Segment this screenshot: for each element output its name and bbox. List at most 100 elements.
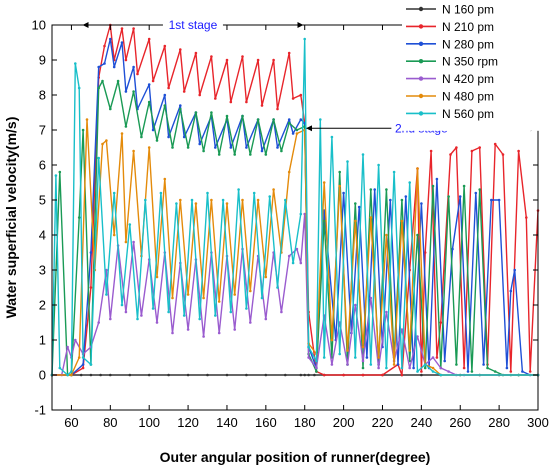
data-point-3 — [431, 184, 435, 188]
data-point-1 — [132, 27, 135, 30]
data-point-3 — [369, 188, 373, 191]
data-point-3 — [295, 128, 299, 132]
x-tick-label: 100 — [138, 415, 160, 430]
data-point-1 — [179, 48, 182, 51]
data-point-1 — [455, 146, 458, 149]
data-point-2 — [287, 118, 291, 121]
data-point-0 — [313, 373, 316, 377]
data-point-1 — [517, 149, 520, 153]
data-point-2 — [245, 146, 248, 149]
data-point-3 — [470, 370, 474, 373]
data-point-0 — [284, 373, 287, 377]
data-point-2 — [474, 191, 478, 195]
data-point-3 — [179, 107, 182, 111]
data-point-6 — [58, 366, 62, 370]
data-point-3 — [225, 114, 229, 118]
data-point-3 — [155, 139, 159, 142]
data-point-3 — [338, 170, 342, 174]
data-point-0 — [303, 373, 307, 377]
series-line-1 — [52, 24, 539, 376]
data-point-4 — [109, 317, 112, 321]
data-point-6 — [229, 310, 233, 314]
data-point-3 — [202, 149, 205, 153]
data-point-0 — [264, 373, 268, 377]
data-point-3 — [400, 198, 404, 202]
data-point-6 — [77, 86, 81, 90]
data-point-2 — [109, 37, 112, 41]
data-point-0 — [99, 373, 102, 377]
data-point-0 — [89, 373, 93, 377]
data-point-6 — [276, 286, 279, 289]
data-point-3 — [186, 146, 190, 149]
data-point-6 — [112, 191, 116, 195]
data-point-6 — [268, 195, 272, 198]
data-point-6 — [54, 174, 58, 177]
data-point-2 — [299, 118, 303, 121]
data-point-1 — [322, 373, 326, 377]
data-point-1 — [120, 27, 124, 30]
data-point-5 — [241, 198, 244, 202]
data-point-1 — [493, 142, 497, 146]
data-point-4 — [346, 363, 349, 366]
x-tick-label: 60 — [64, 415, 78, 430]
data-point-2 — [120, 41, 124, 44]
data-point-6 — [416, 370, 419, 373]
data-point-2 — [505, 366, 509, 370]
data-point-3 — [462, 184, 466, 188]
data-point-4 — [295, 247, 299, 251]
x-tick-label: 200 — [333, 415, 355, 430]
data-point-5 — [77, 356, 81, 359]
data-point-6 — [354, 356, 357, 359]
data-point-4 — [249, 321, 252, 324]
data-point-6 — [369, 363, 373, 366]
data-point-2 — [466, 370, 470, 373]
data-point-6 — [198, 317, 201, 321]
data-point-1 — [435, 356, 439, 359]
data-point-0 — [307, 373, 310, 377]
data-point-5 — [249, 289, 252, 293]
data-point-3 — [77, 216, 81, 219]
data-point-3 — [280, 149, 283, 153]
x-tick-label: 260 — [449, 415, 471, 430]
data-point-4 — [140, 314, 143, 317]
data-point-1 — [342, 373, 345, 377]
data-point-5 — [155, 275, 159, 279]
data-point-5 — [217, 300, 221, 303]
data-point-2 — [229, 146, 233, 149]
legend-marker — [418, 59, 424, 64]
data-point-5 — [186, 293, 190, 296]
data-point-5 — [295, 132, 299, 135]
series-line-4 — [52, 213, 538, 376]
data-point-5 — [179, 198, 182, 202]
data-point-3 — [140, 135, 143, 139]
data-point-6 — [322, 356, 326, 359]
data-point-3 — [493, 370, 497, 373]
data-point-6 — [120, 303, 124, 307]
data-point-4 — [408, 366, 412, 370]
data-point-3 — [385, 188, 388, 191]
data-point-3 — [81, 128, 85, 132]
data-point-3 — [132, 90, 135, 93]
data-point-6 — [307, 345, 310, 349]
y-tick-label: -1 — [34, 403, 46, 418]
data-point-1 — [299, 93, 303, 97]
series-line-3 — [51, 80, 538, 376]
data-point-2 — [373, 188, 377, 191]
data-point-2 — [458, 195, 462, 198]
data-point-4 — [369, 296, 373, 300]
data-point-3 — [233, 153, 236, 156]
data-point-6 — [299, 212, 303, 216]
data-point-4 — [315, 366, 318, 370]
data-point-2 — [451, 247, 454, 251]
data-point-5 — [163, 177, 167, 181]
data-point-3 — [241, 114, 244, 118]
data-point-5 — [194, 202, 198, 205]
legend-label: N 480 pm — [442, 90, 494, 104]
stage-label-1: 1st stage — [169, 18, 218, 32]
data-point-4 — [155, 321, 159, 324]
legend-label: N 160 pm — [442, 3, 494, 17]
data-point-5 — [416, 167, 419, 170]
data-point-6 — [431, 370, 435, 373]
data-point-3 — [447, 195, 450, 198]
data-point-3 — [147, 100, 151, 104]
